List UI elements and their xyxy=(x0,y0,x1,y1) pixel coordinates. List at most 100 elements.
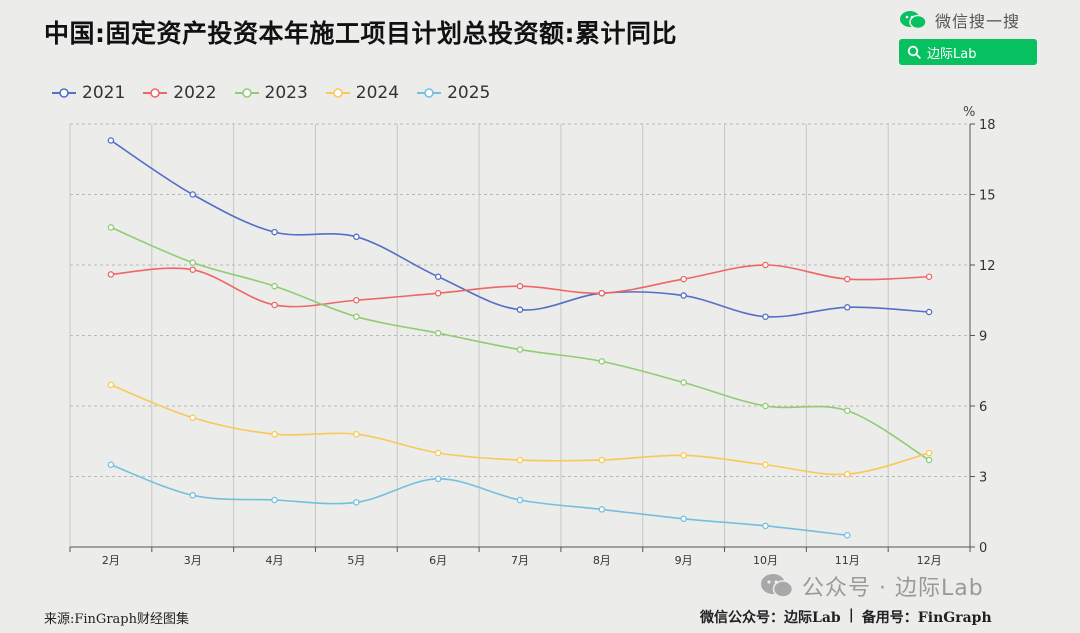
wechat-search-box[interactable]: 边际Lab xyxy=(899,39,1037,65)
data-point xyxy=(271,228,278,236)
data-point xyxy=(271,301,278,309)
data-point xyxy=(271,430,278,438)
data-point xyxy=(189,191,196,198)
data-point xyxy=(434,289,442,297)
chart-title: 中国:固定资产投资本年施工项目计划总投资额:累计同比 xyxy=(44,19,677,48)
data-point xyxy=(925,449,933,457)
chart-legend: 2021 2022 2023 2024 2025 xyxy=(52,82,490,104)
wechat-logo-icon xyxy=(900,11,927,30)
legend-item-2025[interactable]: 2025 xyxy=(417,83,490,103)
series-line-2025 xyxy=(110,464,848,537)
legend-item-2023[interactable]: 2023 xyxy=(234,83,308,103)
backup-label: 备用号：FinGraph xyxy=(861,610,992,626)
search-query-text: 边际Lab xyxy=(927,46,977,62)
y-tick-label: 9 xyxy=(979,330,987,345)
data-point xyxy=(189,259,196,266)
legend-label: 2025 xyxy=(447,83,491,103)
y-tick-label: 0 xyxy=(979,541,987,556)
x-tick-label: 3月 xyxy=(184,554,202,567)
watermark: 公众号 · 边际Lab xyxy=(760,570,984,602)
data-point xyxy=(844,275,851,283)
data-point xyxy=(598,358,606,365)
legend-swatch-icon xyxy=(234,88,259,98)
data-point xyxy=(844,532,851,539)
data-point xyxy=(107,224,115,231)
data-point xyxy=(925,273,933,280)
series-layer xyxy=(107,137,933,539)
legend-label: 2023 xyxy=(264,83,308,103)
legend-label: 2024 xyxy=(355,83,400,103)
data-point xyxy=(353,430,360,438)
x-tick-label: 9月 xyxy=(675,554,693,567)
data-point xyxy=(844,304,851,311)
data-point xyxy=(107,461,115,468)
data-point xyxy=(762,522,769,530)
data-point xyxy=(434,449,442,457)
axis-layer: 0 3 6 9 12 15 18% 2月 3月 4月 5月 6月 7月 8月 9月 10月 11月 12月 xyxy=(69,105,996,567)
data-point xyxy=(680,292,687,299)
wechat-watermark-icon xyxy=(761,574,794,598)
data-point xyxy=(598,506,606,513)
y-tick-label: 18 xyxy=(979,118,996,133)
data-point xyxy=(844,470,851,478)
data-point xyxy=(516,456,524,464)
legend-label: 2021 xyxy=(82,83,126,103)
x-tick-label: 2月 xyxy=(102,554,120,567)
data-point xyxy=(189,414,196,421)
x-tick-label: 8月 xyxy=(593,554,611,567)
data-point xyxy=(925,308,933,316)
y-axis-unit: % xyxy=(963,105,975,120)
series-2023 xyxy=(107,224,933,464)
data-point xyxy=(353,233,360,241)
account-label: 微信公众号：边际Lab xyxy=(700,610,841,626)
series-2021 xyxy=(107,137,933,320)
data-point xyxy=(598,456,606,464)
footer-credits: 微信公众号：边际Lab | 备用号：FinGraph xyxy=(700,607,992,627)
data-point xyxy=(271,496,278,504)
x-tick-label: 4月 xyxy=(266,554,284,567)
legend-swatch-icon xyxy=(325,88,350,98)
legend-item-2024[interactable]: 2024 xyxy=(325,83,400,103)
data-point xyxy=(434,273,442,280)
grid-layer xyxy=(69,123,971,548)
wechat-search-brand[interactable]: 微信搜一搜 xyxy=(899,8,1069,32)
data-point xyxy=(434,329,442,337)
data-point xyxy=(598,289,606,297)
data-point xyxy=(680,379,687,386)
footer-separator: | xyxy=(848,607,854,623)
y-tick-label: 6 xyxy=(979,400,987,415)
legend-swatch-icon xyxy=(52,88,76,98)
data-point xyxy=(516,496,524,504)
y-tick-label: 15 xyxy=(979,189,996,204)
data-point xyxy=(762,461,769,468)
data-point xyxy=(271,282,278,290)
source-note: 来源:FinGraph财经图集 xyxy=(44,612,189,627)
x-tick-label: 12月 xyxy=(917,554,942,567)
data-point xyxy=(189,492,196,499)
legend-swatch-icon xyxy=(143,88,168,98)
x-tick-label: 6月 xyxy=(429,554,447,567)
data-point xyxy=(762,261,769,269)
data-point xyxy=(353,313,360,320)
search-icon xyxy=(907,45,921,59)
data-point xyxy=(107,271,115,278)
series-2022 xyxy=(107,261,933,309)
legend-item-2022[interactable]: 2022 xyxy=(143,83,217,103)
legend-item-2021[interactable]: 2021 xyxy=(52,83,125,103)
x-tick-label: 10月 xyxy=(753,554,778,567)
data-point xyxy=(680,275,687,283)
data-point xyxy=(353,499,360,506)
data-point xyxy=(762,313,769,320)
watermark-text: 公众号 · 边际Lab xyxy=(802,576,984,601)
data-point xyxy=(434,475,442,483)
legend-label: 2022 xyxy=(173,83,217,103)
x-tick-label: 7月 xyxy=(511,554,529,567)
data-point xyxy=(844,407,851,414)
data-point xyxy=(680,515,687,523)
series-2024 xyxy=(107,381,933,478)
data-point xyxy=(107,137,115,144)
data-point xyxy=(516,306,524,313)
data-point xyxy=(353,296,360,304)
y-tick-label: 12 xyxy=(979,259,996,274)
